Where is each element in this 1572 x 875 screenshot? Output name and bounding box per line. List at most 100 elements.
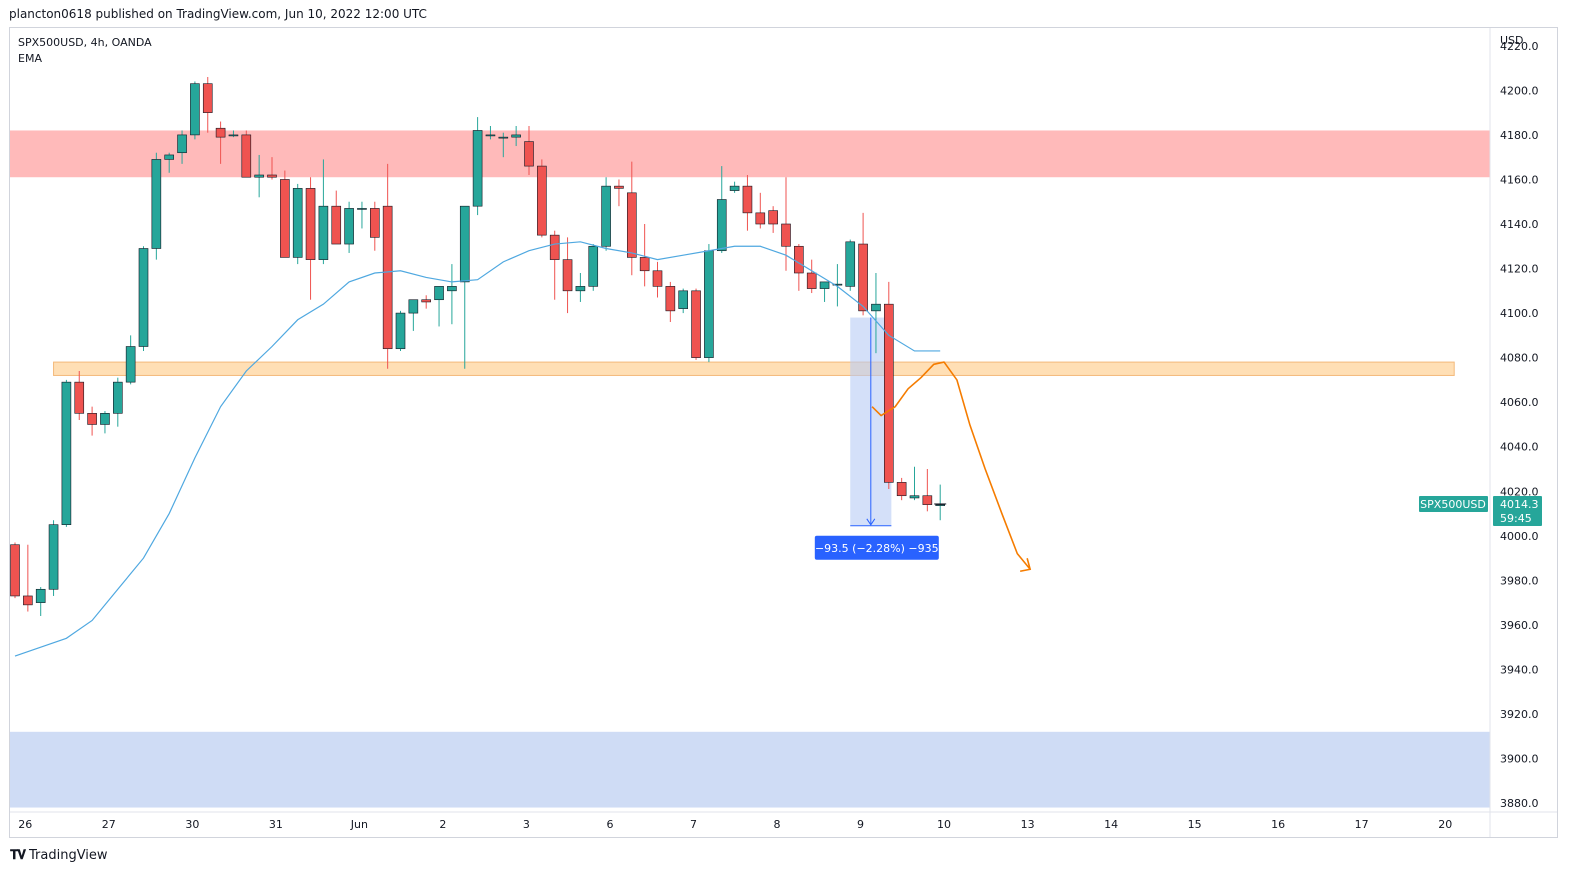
candle-body[interactable]	[74, 381, 85, 414]
candle-body[interactable]	[716, 199, 727, 252]
measure-label-box[interactable]	[814, 535, 939, 560]
candle-body[interactable]	[228, 134, 239, 137]
target-zone[interactable]	[10, 731, 1490, 808]
candle-body[interactable]	[639, 257, 650, 272]
candle-body[interactable]	[138, 248, 149, 347]
candle-body[interactable]	[48, 524, 59, 590]
last-price-box[interactable]	[1493, 495, 1542, 526]
candle-body[interactable]	[292, 188, 303, 258]
candle-body[interactable]	[652, 270, 663, 287]
price-tick-label: 4020.0	[1500, 485, 1539, 498]
price-tick-label: 4220.0	[1500, 40, 1539, 53]
candle-body[interactable]	[549, 234, 560, 260]
candle-body[interactable]	[357, 208, 367, 210]
candle-body[interactable]	[241, 134, 252, 178]
support-zone[interactable]	[53, 361, 1455, 376]
candle-body[interactable]	[781, 223, 791, 247]
ema-line[interactable]	[14, 241, 941, 657]
candle-body[interactable]	[614, 185, 624, 189]
candle-body[interactable]	[909, 495, 920, 499]
candle-body[interactable]	[331, 205, 342, 245]
time-tick-label: 15	[1188, 818, 1202, 831]
price-tick-label: 4140.0	[1500, 218, 1539, 231]
candle-body[interactable]	[819, 281, 830, 289]
candle-body[interactable]	[562, 259, 573, 292]
candle-body[interactable]	[832, 283, 843, 286]
price-tick-label: 4080.0	[1500, 352, 1539, 365]
candle-body[interactable]	[588, 245, 599, 287]
candle-body[interactable]	[35, 588, 46, 603]
candle-body[interactable]	[434, 286, 444, 301]
candle-body[interactable]	[87, 413, 97, 425]
candle-body[interactable]	[369, 208, 380, 238]
candle-body[interactable]	[177, 134, 187, 154]
candle-body[interactable]	[742, 185, 753, 214]
candle-body[interactable]	[537, 165, 547, 236]
time-tick-label: 26	[18, 818, 32, 831]
candle-body[interactable]	[61, 381, 72, 525]
legend-symbol[interactable]: SPX500USD, 4h, OANDA	[18, 36, 152, 49]
candle-body[interactable]	[922, 495, 933, 505]
footer-branding[interactable]: 𝐓𝐕 TradingView	[10, 848, 108, 863]
candle-body[interactable]	[575, 286, 586, 292]
candle-body[interactable]	[806, 272, 817, 289]
time-tick-label: 14	[1104, 818, 1118, 831]
candle-body[interactable]	[202, 83, 213, 113]
candle-body[interactable]	[382, 205, 393, 350]
candle-body[interactable]	[768, 210, 778, 225]
candle-body[interactable]	[472, 130, 483, 207]
candle-body[interactable]	[100, 413, 110, 425]
price-tick-label: 4200.0	[1500, 84, 1539, 97]
time-tick-label: 3	[523, 818, 530, 831]
candle-body[interactable]	[10, 544, 20, 597]
candle-body[interactable]	[459, 205, 470, 283]
candle-body[interactable]	[151, 159, 162, 249]
candle-body[interactable]	[678, 290, 689, 309]
price-tick-label: 4060.0	[1500, 396, 1539, 409]
candle-body[interactable]	[601, 185, 611, 247]
legend-indicator[interactable]: EMA	[18, 52, 42, 65]
candle-body[interactable]	[871, 303, 881, 312]
candle-body[interactable]	[524, 141, 534, 167]
candle-body[interactable]	[254, 174, 264, 178]
candle-body[interactable]	[421, 299, 432, 303]
candle-body[interactable]	[125, 346, 136, 383]
candle-body[interactable]	[729, 185, 740, 191]
price-tick-label: 4180.0	[1500, 129, 1539, 142]
resistance-zone[interactable]	[10, 130, 1490, 178]
candle-body[interactable]	[794, 245, 804, 274]
candle-body[interactable]	[626, 192, 637, 258]
candle-body[interactable]	[896, 482, 907, 497]
candle-body[interactable]	[845, 241, 856, 287]
candle-body[interactable]	[665, 286, 676, 312]
candle-body[interactable]	[883, 303, 894, 483]
candle-body[interactable]	[858, 243, 868, 312]
candle-body[interactable]	[704, 250, 714, 358]
candle-body[interactable]	[318, 205, 329, 260]
candle-body[interactable]	[395, 312, 406, 350]
symbol-tag-box[interactable]	[1419, 495, 1488, 512]
chart-legend[interactable]: SPX500USD, 4h, OANDA EMA	[18, 35, 152, 67]
price-tick-label: 4040.0	[1500, 441, 1539, 454]
candle-body[interactable]	[935, 504, 946, 506]
candle-body[interactable]	[190, 83, 200, 136]
candle-body[interactable]	[267, 174, 277, 178]
projection-path[interactable]	[871, 361, 1031, 570]
candle-body[interactable]	[23, 595, 33, 606]
candle-body[interactable]	[305, 188, 316, 260]
candle-body[interactable]	[485, 134, 496, 137]
bar-countdown: 59:45	[1500, 512, 1532, 525]
last-price-value: 4014.3	[1500, 498, 1539, 511]
candle-body[interactable]	[498, 136, 509, 139]
candle-body[interactable]	[215, 127, 226, 138]
candle-body[interactable]	[511, 134, 521, 138]
candle-body[interactable]	[164, 154, 174, 160]
candle-body[interactable]	[447, 286, 457, 292]
candle-body[interactable]	[113, 381, 123, 414]
candle-body[interactable]	[280, 179, 290, 258]
candle-body[interactable]	[344, 208, 354, 245]
candle-body[interactable]	[691, 290, 701, 358]
candle-body[interactable]	[755, 212, 766, 225]
candle-body[interactable]	[408, 299, 419, 314]
